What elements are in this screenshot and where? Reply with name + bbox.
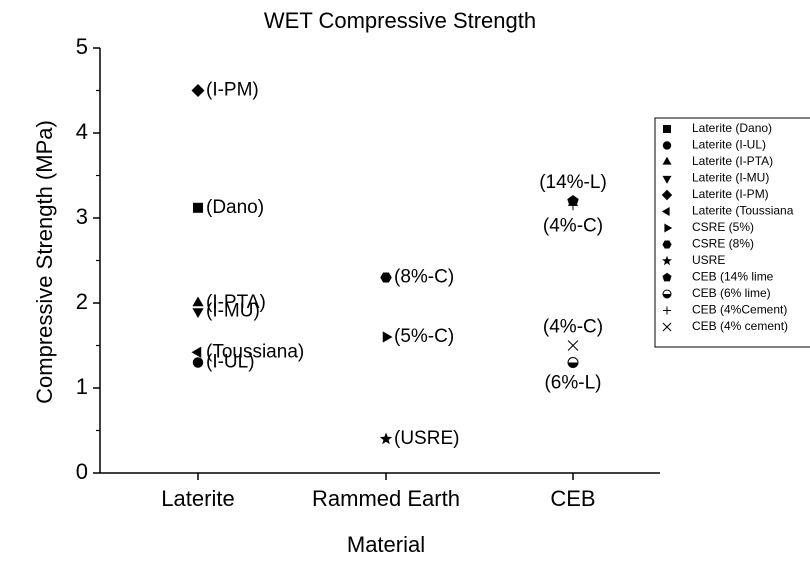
marker-shape: [568, 362, 578, 368]
legend-label: Laterite (I-PM): [692, 187, 769, 201]
data-point: [192, 357, 204, 368]
legend-label: CSRE (5%): [692, 220, 754, 234]
y-tick-label: 5: [76, 34, 88, 59]
point-label: (14%-L): [539, 172, 607, 193]
data-point: [192, 296, 204, 307]
x-axis-label: Material: [347, 532, 425, 557]
legend-label: CEB (6% lime): [692, 286, 771, 300]
x-tick-label: Laterite: [161, 486, 234, 511]
data-point: [191, 346, 202, 358]
legend-box: [654, 117, 810, 348]
marker-shape: [661, 207, 670, 216]
legend-marker: [662, 240, 672, 249]
legend-marker: [662, 175, 672, 184]
marker-shape: [567, 340, 579, 351]
legend-marker: [664, 223, 673, 233]
marker-shape: [191, 346, 202, 358]
marker-shape: [193, 202, 203, 213]
point-label: (6%-L): [544, 373, 601, 394]
marker-shape: [662, 272, 672, 282]
legend-marker: [661, 189, 673, 201]
y-tick-label: 1: [76, 374, 88, 399]
legend-label: CEB (4% cement): [692, 319, 788, 333]
marker-shape: [380, 272, 392, 283]
legend-label: USRE: [692, 253, 725, 267]
legend-label: CEB (14% lime: [692, 270, 774, 284]
legend-marker: [663, 125, 671, 133]
point-label: (4%-C): [543, 215, 603, 236]
legend-label: Laterite (I-UL): [692, 138, 766, 152]
data-point: [567, 340, 579, 351]
legend-marker: [662, 141, 672, 150]
legend-marker: [662, 272, 672, 282]
y-tick-label: 4: [76, 119, 88, 144]
marker-shape: [663, 306, 671, 315]
data-point: [568, 200, 578, 211]
data-point: [192, 308, 204, 318]
data-point: [191, 84, 205, 97]
point-label: (4%-C): [543, 317, 603, 338]
legend-marker: [663, 306, 671, 315]
marker-shape: [663, 125, 671, 133]
y-tick-label: 2: [76, 289, 88, 314]
point-label: (Dano): [206, 197, 264, 218]
marker-shape: [662, 255, 672, 266]
point-label: (5%-C): [394, 326, 454, 347]
marker-shape: [382, 331, 393, 343]
point-label: (Toussiana): [206, 341, 304, 362]
x-tick-label: Rammed Earth: [312, 486, 460, 511]
legend-label: Laterite (Toussiana: [692, 204, 794, 218]
marker-shape: [568, 200, 578, 211]
marker-shape: [192, 357, 204, 368]
data-point: [379, 432, 393, 445]
y-tick-label: 3: [76, 204, 88, 229]
marker-shape: [661, 189, 673, 201]
point-label: (I-PTA): [206, 292, 266, 313]
legend-marker: [662, 156, 672, 165]
data-point: [193, 202, 203, 213]
point-label: (I-MU): [206, 301, 260, 322]
legend-marker: [662, 322, 672, 332]
marker-shape: [379, 432, 393, 445]
legend-marker: [662, 289, 672, 299]
y-axis-label: Compressive Strength (MPa): [32, 120, 57, 404]
point-label: (I-PM): [206, 80, 259, 101]
marker-shape: [192, 308, 204, 318]
legend-marker: [662, 255, 672, 266]
chart-title: WET Compressive Strength: [264, 8, 536, 33]
y-tick-label: 0: [76, 459, 88, 484]
marker-shape: [191, 84, 205, 97]
marker-shape: [192, 296, 204, 307]
marker-shape: [662, 322, 672, 332]
legend-marker: [661, 207, 670, 216]
legend-label: Laterite (I-MU): [692, 171, 769, 185]
point-label: (USRE): [394, 428, 459, 449]
marker-shape: [663, 294, 671, 298]
marker-shape: [662, 175, 672, 184]
point-label: (8%-C): [394, 267, 454, 288]
marker-shape: [662, 156, 672, 165]
marker-shape: [662, 240, 672, 249]
x-tick-label: CEB: [550, 486, 595, 511]
legend-label: CEB (4%Cement): [692, 303, 787, 317]
data-point: [380, 272, 392, 283]
marker-shape: [664, 223, 673, 233]
marker-shape: [662, 141, 672, 150]
legend-label: Laterite (Dano): [692, 121, 772, 135]
legend-label: CSRE (8%): [692, 237, 754, 251]
legend-label: Laterite (I-PTA): [692, 154, 773, 168]
data-point: [382, 331, 393, 343]
data-point: [567, 357, 579, 368]
point-label: (I-UL): [206, 352, 255, 373]
